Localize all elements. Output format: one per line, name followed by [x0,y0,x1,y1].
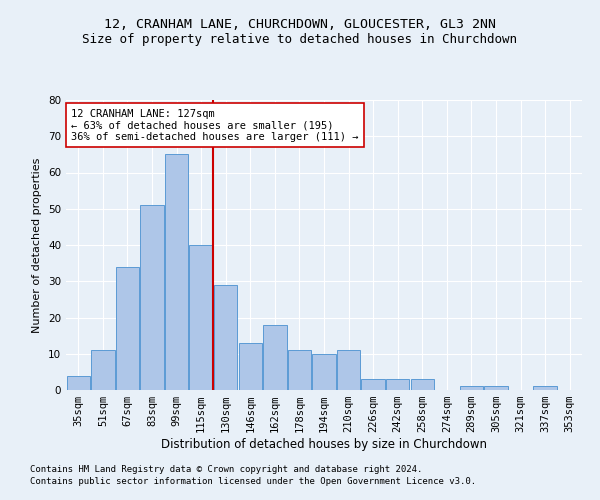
Bar [165,154,188,390]
Bar [239,343,262,390]
Bar [337,350,360,390]
Text: Contains HM Land Registry data © Crown copyright and database right 2024.: Contains HM Land Registry data © Crown c… [30,466,422,474]
Bar [361,379,385,390]
Bar [214,285,238,390]
Bar [190,245,213,390]
Bar [67,376,90,390]
Bar [410,379,434,390]
Text: 12 CRANHAM LANE: 127sqm
← 63% of detached houses are smaller (195)
36% of semi-d: 12 CRANHAM LANE: 127sqm ← 63% of detache… [71,108,359,142]
Bar [91,350,115,390]
Bar [288,350,311,390]
Bar [484,386,508,390]
Text: 12, CRANHAM LANE, CHURCHDOWN, GLOUCESTER, GL3 2NN: 12, CRANHAM LANE, CHURCHDOWN, GLOUCESTER… [104,18,496,30]
Bar [116,267,139,390]
Y-axis label: Number of detached properties: Number of detached properties [32,158,43,332]
Bar [533,386,557,390]
Bar [263,325,287,390]
Bar [386,379,409,390]
Text: Size of property relative to detached houses in Churchdown: Size of property relative to detached ho… [83,32,517,46]
Bar [313,354,335,390]
Text: Contains public sector information licensed under the Open Government Licence v3: Contains public sector information licen… [30,477,476,486]
Bar [460,386,483,390]
Bar [140,205,164,390]
X-axis label: Distribution of detached houses by size in Churchdown: Distribution of detached houses by size … [161,438,487,451]
